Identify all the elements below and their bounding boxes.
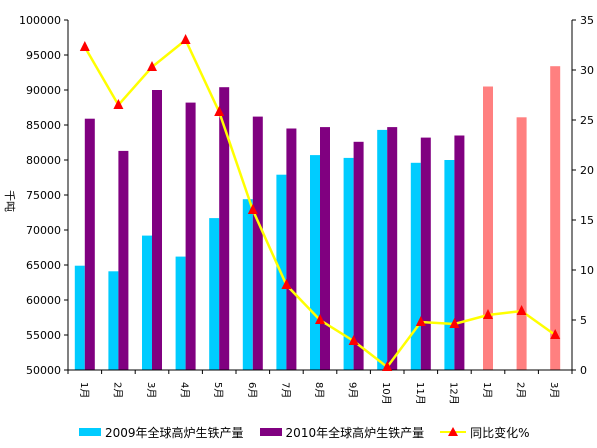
legend-label-2010: 2010年全球高炉生铁产量 <box>285 425 425 440</box>
y2-tick-label: 0 <box>580 364 587 377</box>
x-tick-label: 11月 <box>414 382 426 405</box>
bar-series1-7 <box>320 127 330 370</box>
x-tick-label: 8月 <box>313 382 325 398</box>
legend-item-2009: 2009年全球高炉生铁产量 <box>79 424 244 441</box>
bar-series1-3 <box>185 102 196 370</box>
yoy-marker-10 <box>415 316 426 326</box>
legend-label-2009: 2009年全球高炉生铁产量 <box>105 425 244 440</box>
yoy-marker-8 <box>348 335 359 345</box>
y2-tick-label: 5 <box>580 314 587 327</box>
bar-series0-3 <box>175 256 186 370</box>
y2-tick-label: 25 <box>580 114 594 127</box>
x-tick-label: 12月 <box>447 382 459 405</box>
y2-tick-label: 20 <box>580 164 594 177</box>
x-tick-label: 5月 <box>212 382 224 398</box>
x-tick-label: 1月 <box>78 382 90 398</box>
bar-series1-2 <box>152 90 162 370</box>
x-tick-label: 10月 <box>380 382 392 405</box>
bar-series0-11 <box>444 160 455 370</box>
yoy-marker-5 <box>247 204 258 214</box>
bar-series0-8 <box>343 157 354 370</box>
y-tick-label: 70000 <box>26 224 61 237</box>
yoy-marker-9 <box>382 361 393 371</box>
x-tick-label: 3月 <box>145 382 157 398</box>
legend-label-yoy: 同比变化% <box>470 425 530 440</box>
y-tick-label: 100000 <box>19 14 61 27</box>
x-tick-label: 2月 <box>111 382 123 398</box>
bar-series1-8 <box>353 141 364 370</box>
legend: 2009年全球高炉生铁产量 2010年全球高炉生铁产量 同比变化% <box>79 422 546 442</box>
line-layer <box>79 34 561 371</box>
legend-swatch-yoy <box>440 426 467 438</box>
bar-series1-9 <box>387 127 398 370</box>
bar-series2-13 <box>516 117 527 370</box>
x-tick-label: 9月 <box>347 382 359 398</box>
y2-tick-label: 15 <box>580 214 594 227</box>
yoy-marker-13 <box>516 305 527 315</box>
bar-series0-4 <box>209 218 220 370</box>
bar-series1-5 <box>252 116 263 370</box>
bar-series1-4 <box>219 87 230 370</box>
yoy-marker-2 <box>147 61 157 71</box>
x-tick-label: 7月 <box>279 382 291 398</box>
bar-series1-0 <box>84 118 95 370</box>
bar-series0-1 <box>108 271 119 370</box>
y-tick-label: 65000 <box>26 259 61 272</box>
yoy-marker-3 <box>180 34 191 44</box>
x-tick-label: 4月 <box>179 382 191 398</box>
bar-series0-2 <box>142 235 152 370</box>
x-tick-label: 2月 <box>515 382 527 398</box>
yoy-marker-1 <box>113 99 124 109</box>
yoy-marker-6 <box>281 279 292 289</box>
y2-tick-label: 35 <box>580 14 594 27</box>
legend-item-yoy: 同比变化% <box>440 424 530 441</box>
y2-tick-label: 10 <box>580 264 594 277</box>
bar-series0-9 <box>377 129 388 370</box>
bar-series0-5 <box>242 199 253 370</box>
y-tick-label: 50000 <box>26 364 61 377</box>
yoy-marker-4 <box>214 106 225 116</box>
bar-series2-14 <box>550 66 561 370</box>
bar-series1-10 <box>420 137 431 370</box>
bar-series1-11 <box>454 135 465 370</box>
yoy-marker-7 <box>315 314 325 324</box>
yoy-marker-0 <box>79 41 90 51</box>
bar-series1-1 <box>118 150 129 370</box>
x-tick-label: 1月 <box>481 382 493 398</box>
y-tick-label: 90000 <box>26 84 61 97</box>
legend-swatch-2010 <box>259 428 282 436</box>
bar-series0-10 <box>410 162 421 370</box>
y-tick-label: 55000 <box>26 329 61 342</box>
y-tick-label: 80000 <box>26 154 61 167</box>
x-tick-label: 6月 <box>246 382 258 398</box>
legend-swatch-2009 <box>79 428 101 436</box>
yoy-marker-14 <box>550 329 561 339</box>
y-tick-label: 85000 <box>26 119 61 132</box>
y2-tick-label: 30 <box>580 64 594 77</box>
legend-item-2010: 2010年全球高炉生铁产量 <box>259 424 425 441</box>
axes-layer: 50000 55000 60000 65000 70000 75000 80000 85000… <box>19 14 594 405</box>
yoy-marker-11 <box>449 318 460 328</box>
y-axis-label: 千吨 <box>3 190 16 212</box>
x-tick-label: 3月 <box>548 382 560 398</box>
bar-series0-7 <box>310 155 320 370</box>
bar-series1-6 <box>286 128 297 370</box>
bars-layer <box>74 66 561 370</box>
y-tick-label: 75000 <box>26 189 61 202</box>
y-tick-label: 95000 <box>26 49 61 62</box>
bar-series2-12 <box>483 86 493 370</box>
yoy-marker-12 <box>483 309 493 319</box>
y-tick-label: 60000 <box>26 294 61 307</box>
bar-series0-0 <box>74 265 85 370</box>
